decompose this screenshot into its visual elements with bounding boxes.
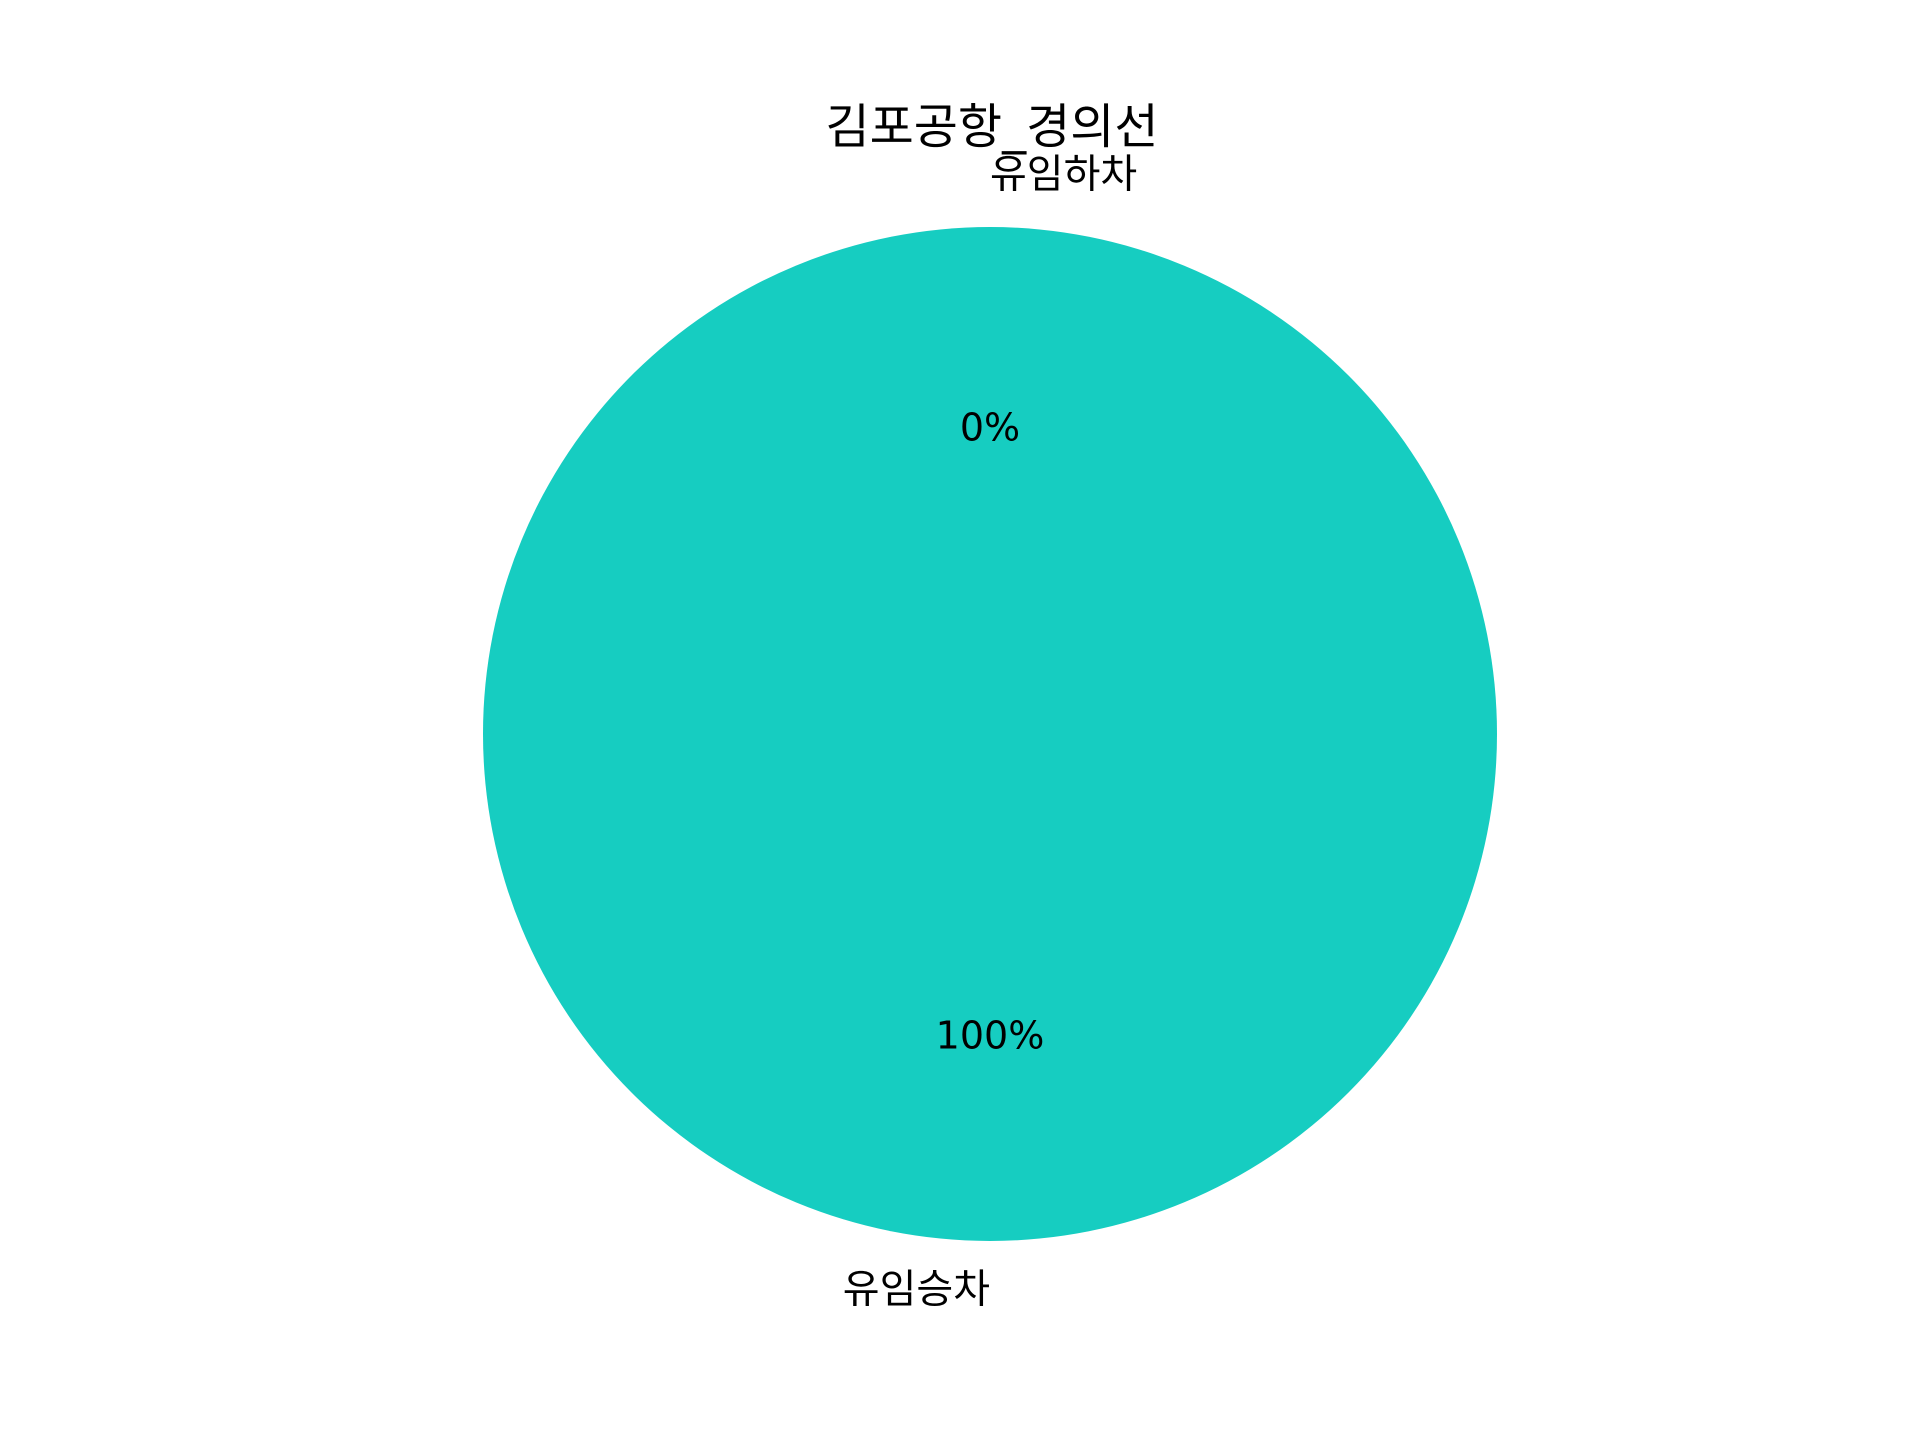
pie-percent-label-1: 0% xyxy=(960,405,1020,449)
pie-slice-2 xyxy=(483,227,1497,1241)
pie-labels: 유임하차 0% 유임승차 100% xyxy=(843,151,1137,1312)
pie-slices xyxy=(483,227,1497,1241)
pie-slice-label-2: 유임승차 xyxy=(843,1267,990,1313)
chart-title: 김포공항_경의선 xyxy=(825,99,1158,155)
pie-slice-label-1: 유임하차 xyxy=(990,151,1137,197)
pie-percent-label-2: 100% xyxy=(936,1014,1045,1058)
